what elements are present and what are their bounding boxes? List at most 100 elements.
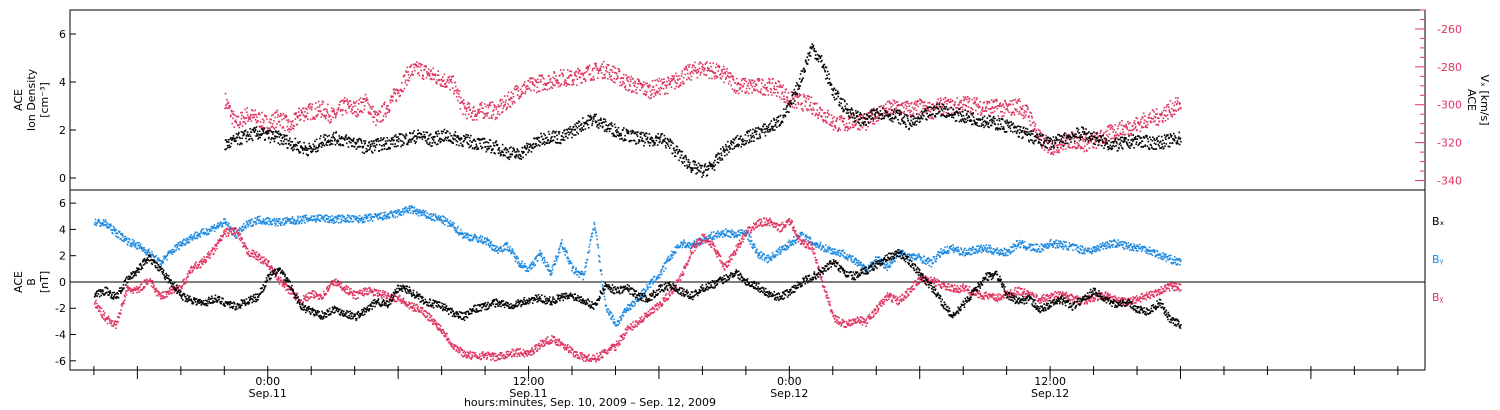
density-point <box>1090 135 1093 137</box>
velocity-point <box>298 114 301 117</box>
density-point <box>561 135 563 138</box>
velocity-point <box>617 76 619 79</box>
velocity-point <box>447 76 450 79</box>
density-point <box>797 88 799 91</box>
velocity-point <box>986 100 988 103</box>
density-point <box>886 112 888 114</box>
density-point <box>550 137 552 139</box>
density-point <box>915 117 917 119</box>
velocity-point <box>412 74 414 76</box>
velocity-point <box>328 116 330 118</box>
density-point <box>567 127 570 130</box>
density-point <box>333 136 335 139</box>
velocity-point <box>646 82 649 85</box>
density-point <box>229 138 231 140</box>
velocity-point <box>374 113 376 116</box>
density-point <box>573 134 575 137</box>
density-point <box>306 147 308 150</box>
velocity-point <box>704 74 707 76</box>
velocity-point <box>1175 103 1178 106</box>
density-point <box>1148 148 1151 150</box>
density-point <box>241 143 243 145</box>
velocity-point <box>712 71 715 74</box>
velocity-point <box>452 87 454 89</box>
velocity-point <box>550 86 553 89</box>
velocity-point <box>499 98 502 101</box>
velocity-point <box>620 84 623 87</box>
velocity-point <box>783 98 786 100</box>
velocity-point <box>622 80 624 83</box>
density-point <box>647 140 649 143</box>
velocity-point <box>791 97 794 100</box>
density-point <box>743 143 746 146</box>
density-point <box>308 145 311 147</box>
density-point <box>786 104 789 107</box>
density-point <box>535 142 537 145</box>
density-point <box>604 118 606 121</box>
density-point <box>418 136 420 138</box>
by-point <box>175 249 178 252</box>
velocity-point <box>847 118 850 120</box>
velocity-point <box>231 112 234 115</box>
density-point <box>853 114 855 117</box>
density-point <box>820 60 822 63</box>
density-point <box>748 139 751 141</box>
density-point <box>288 139 291 142</box>
density-point <box>248 133 251 136</box>
density-point <box>716 161 719 164</box>
velocity-point <box>305 115 307 117</box>
density-point <box>430 136 433 139</box>
velocity-point <box>552 76 554 79</box>
density-point <box>655 139 658 142</box>
density-point <box>302 149 304 151</box>
density-point <box>1071 137 1073 139</box>
velocity-point <box>1078 140 1081 142</box>
by-point <box>102 223 104 225</box>
density-point <box>700 167 702 169</box>
density-point <box>1121 136 1124 139</box>
velocity-point <box>969 110 972 113</box>
velocity-point <box>877 113 880 115</box>
velocity-point <box>1105 139 1108 142</box>
density-point <box>296 148 299 150</box>
velocity-point <box>844 126 847 129</box>
velocity-point <box>444 86 447 89</box>
density-point <box>576 131 578 134</box>
by-point <box>104 219 107 221</box>
velocity-point <box>521 85 524 88</box>
velocity-point <box>267 130 270 133</box>
density-point <box>382 138 384 141</box>
velocity-point <box>1125 126 1128 129</box>
velocity-point <box>871 114 874 116</box>
velocity-point <box>762 85 765 88</box>
velocity-point <box>777 91 779 94</box>
density-point <box>734 137 737 139</box>
velocity-point <box>989 107 992 110</box>
density-point <box>984 124 987 127</box>
velocity-point <box>1084 136 1087 138</box>
density-point <box>582 125 585 127</box>
velocity-point <box>352 106 354 108</box>
velocity-point <box>976 97 978 99</box>
density-point <box>558 131 561 133</box>
velocity-point <box>545 84 548 86</box>
velocity-point <box>1172 113 1174 116</box>
velocity-point <box>1102 133 1104 136</box>
velocity-point <box>537 81 539 84</box>
velocity-point <box>426 70 428 73</box>
density-point <box>798 78 801 80</box>
by-point <box>106 222 109 225</box>
velocity-point <box>824 116 827 118</box>
density-point <box>836 90 839 93</box>
velocity-point <box>932 117 935 120</box>
velocity-point <box>670 86 673 88</box>
density-point <box>763 131 766 134</box>
velocity-point <box>987 101 989 103</box>
density-point <box>615 135 618 138</box>
density-point <box>280 139 282 142</box>
density-point <box>266 129 269 132</box>
velocity-point <box>491 117 493 120</box>
density-point <box>779 124 781 127</box>
density-point <box>735 145 737 148</box>
velocity-point <box>239 123 242 125</box>
